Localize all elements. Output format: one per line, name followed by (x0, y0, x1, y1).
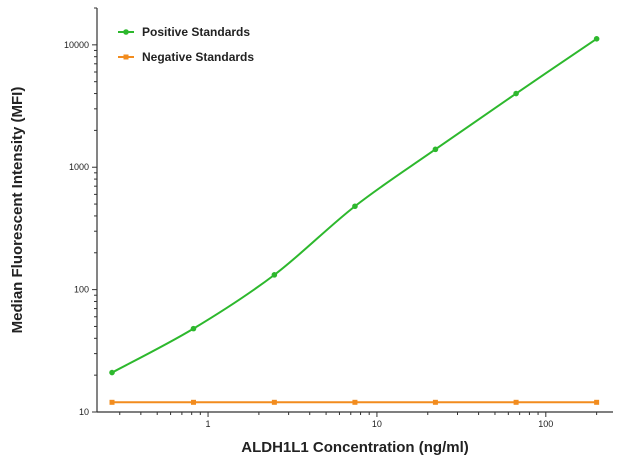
x-tick-label: 10 (372, 419, 382, 429)
x-axis-title: ALDH1L1 Concentration (ng/ml) (241, 439, 469, 456)
data-point-negative-standards (352, 399, 358, 405)
legend-marker (123, 29, 129, 35)
data-point-positive-standards (593, 36, 600, 42)
data-point-positive-standards (432, 146, 439, 153)
legend-item-positive-standards: Positive Standards (118, 25, 250, 39)
y-tick-label: 10 (79, 407, 89, 417)
data-point-negative-standards (109, 399, 115, 405)
legend-marker (123, 54, 129, 60)
x-tick-label: 100 (538, 419, 553, 429)
data-point-positive-standards (190, 325, 197, 332)
series-positive-standards (109, 36, 600, 376)
legend-label: Positive Standards (142, 25, 250, 39)
data-point-negative-standards (271, 399, 277, 405)
y-tick-label: 100 (74, 285, 89, 295)
legend-item-negative-standards: Negative Standards (118, 50, 254, 64)
data-point-negative-standards (190, 399, 196, 405)
x-tick-label: 1 (206, 419, 211, 429)
y-tick-label: 1000 (69, 162, 89, 172)
data-point-positive-standards (352, 203, 358, 210)
data-point-negative-standards (432, 399, 438, 405)
legend-label: Negative Standards (142, 50, 254, 64)
series-group (109, 36, 600, 405)
data-point-negative-standards (594, 399, 600, 405)
data-point-positive-standards (271, 272, 278, 278)
y-axis-title: Median Fluorescent Intensity (MFI) (9, 87, 26, 334)
data-point-negative-standards (513, 399, 519, 405)
axes: 10 100 1000 10000 1 10 100 (64, 7, 613, 429)
data-point-positive-standards (109, 369, 115, 376)
y-tick-label: 10000 (64, 40, 89, 50)
data-point-positive-standards (513, 90, 519, 97)
legend: Positive Standards Negative Standards (118, 25, 254, 64)
series-negative-standards (109, 399, 600, 405)
